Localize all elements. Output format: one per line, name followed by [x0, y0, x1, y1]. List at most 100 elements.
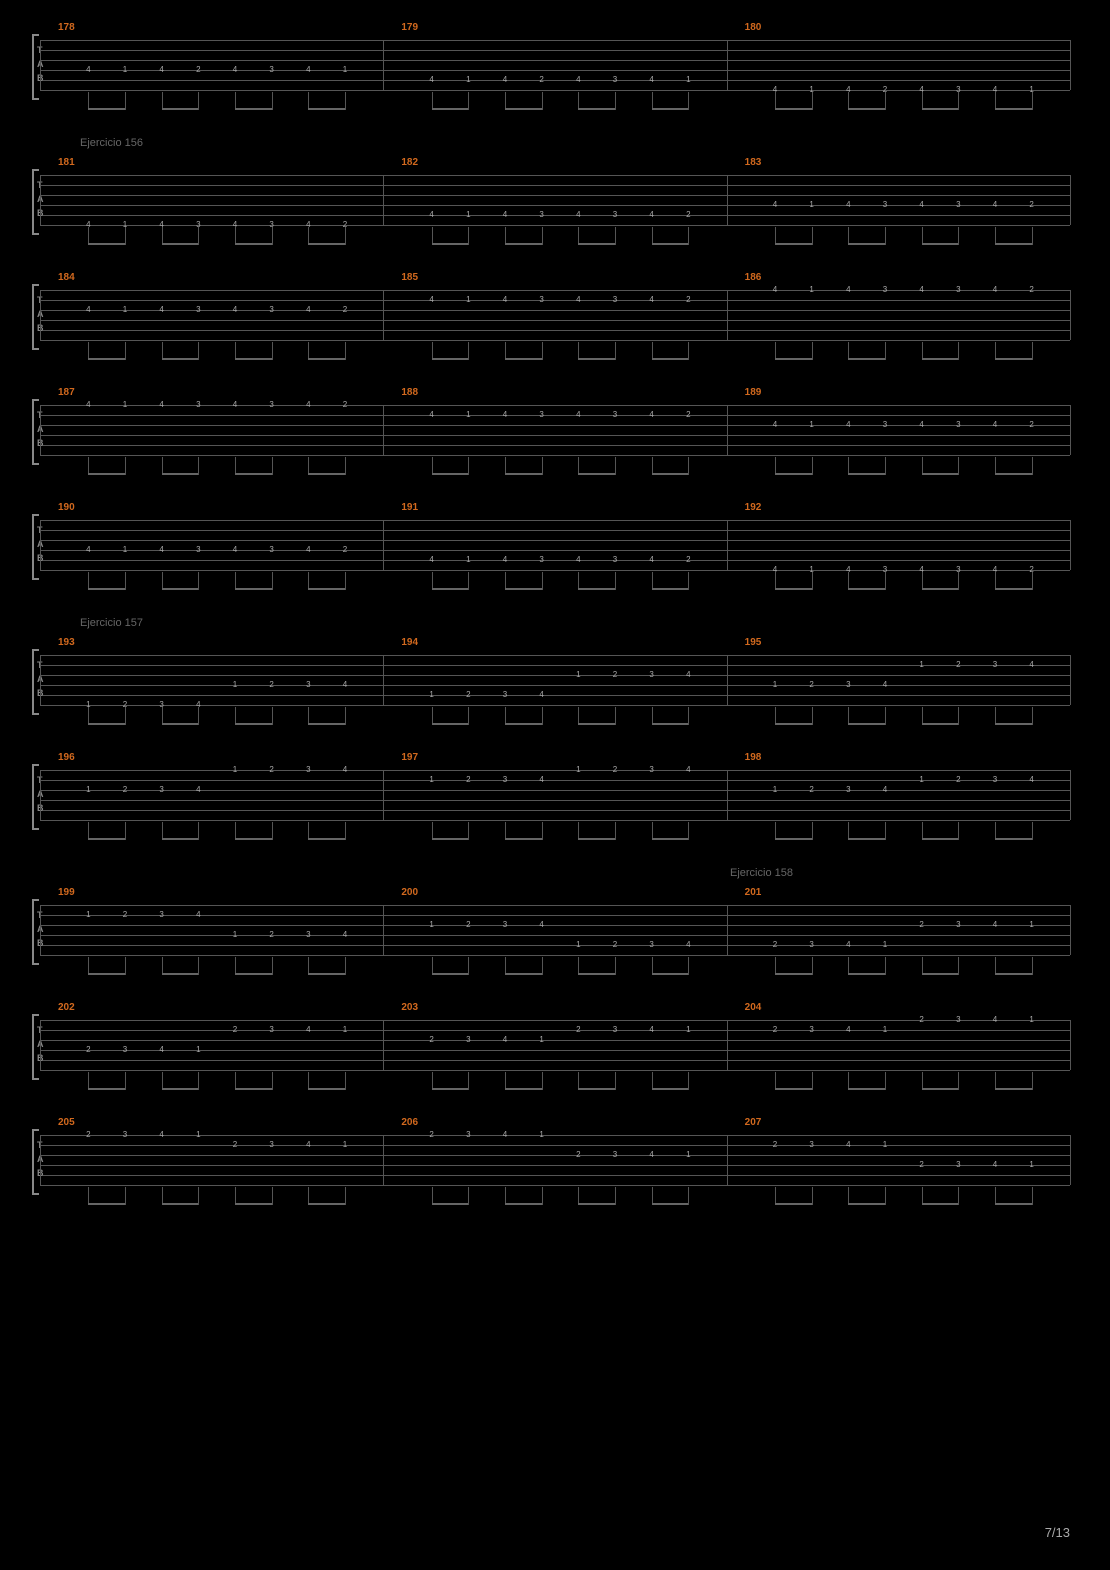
staff-line: [40, 665, 1070, 666]
staff-line: [40, 935, 1070, 936]
note-beam: [162, 1203, 199, 1205]
staff-line: [40, 800, 1070, 801]
measure-number: 183: [745, 157, 762, 168]
fret-number: 1: [196, 1045, 200, 1054]
fret-number: 3: [613, 555, 617, 564]
note-beam: [235, 243, 272, 245]
measure-number: 179: [401, 22, 418, 33]
note-stem: [272, 457, 273, 475]
fret-number: 1: [123, 545, 127, 554]
measure-number: 198: [745, 752, 762, 763]
fret-number: 4: [429, 555, 433, 564]
note-stem: [345, 457, 346, 475]
note-stem: [125, 1072, 126, 1090]
note-beam: [775, 108, 812, 110]
fret-number: 2: [269, 680, 273, 689]
fret-number: 4: [576, 210, 580, 219]
note-stem: [125, 707, 126, 725]
fret-number: 2: [123, 785, 127, 794]
note-stem: [885, 1187, 886, 1205]
note-stem: [958, 92, 959, 110]
note-beam: [505, 108, 542, 110]
note-stem: [345, 92, 346, 110]
fret-number: 3: [956, 420, 960, 429]
fret-number: 3: [196, 305, 200, 314]
fret-number: 1: [539, 1035, 543, 1044]
note-beam: [652, 838, 689, 840]
note-stem: [345, 1072, 346, 1090]
note-beam: [88, 723, 125, 725]
note-stem: [615, 342, 616, 360]
measure-number: 193: [58, 637, 75, 648]
tab-page: TAB178414243411794142434118041424341TABE…: [0, 0, 1110, 1570]
fret-number: 1: [809, 420, 813, 429]
fret-number: 4: [429, 210, 433, 219]
note-beam: [432, 723, 469, 725]
note-beam: [922, 838, 959, 840]
barline: [40, 1135, 41, 1185]
note-beam: [922, 723, 959, 725]
barline: [40, 1020, 41, 1070]
note-stem: [958, 1072, 959, 1090]
barline: [727, 290, 728, 340]
fret-number: 4: [993, 420, 997, 429]
note-stem: [272, 957, 273, 975]
fret-number: 3: [269, 400, 273, 409]
fret-number: 4: [539, 920, 543, 929]
note-beam: [652, 243, 689, 245]
note-beam: [578, 973, 615, 975]
barline: [40, 405, 41, 455]
staff-line: [40, 705, 1070, 706]
fret-number: 1: [1029, 1160, 1033, 1169]
fret-number: 4: [306, 400, 310, 409]
fret-number: 2: [429, 1035, 433, 1044]
note-stem: [885, 1072, 886, 1090]
note-stem: [272, 342, 273, 360]
barline: [40, 905, 41, 955]
note-stem: [885, 822, 886, 840]
barline: [40, 520, 41, 570]
staff-line: [40, 685, 1070, 686]
staff-line: [40, 955, 1070, 956]
barline: [383, 655, 384, 705]
note-beam: [88, 588, 125, 590]
fret-number: 4: [233, 400, 237, 409]
note-beam: [88, 473, 125, 475]
measure-number: 200: [401, 887, 418, 898]
note-stem: [812, 1187, 813, 1205]
note-beam: [995, 723, 1032, 725]
note-beam: [652, 723, 689, 725]
note-stem: [198, 822, 199, 840]
fret-number: 1: [576, 940, 580, 949]
note-beam: [235, 358, 272, 360]
note-stem: [615, 957, 616, 975]
staff-line: [40, 945, 1070, 946]
note-stem: [1032, 572, 1033, 590]
fret-number: 3: [956, 285, 960, 294]
fret-number: 4: [576, 295, 580, 304]
note-stem: [1032, 957, 1033, 975]
barline: [727, 520, 728, 570]
note-beam: [432, 358, 469, 360]
fret-number: 3: [306, 765, 310, 774]
note-stem: [345, 227, 346, 245]
staff-line: [40, 570, 1070, 571]
note-beam: [162, 723, 199, 725]
note-beam: [505, 473, 542, 475]
fret-number: 3: [649, 940, 653, 949]
staff-line: [40, 1155, 1070, 1156]
note-beam: [235, 588, 272, 590]
note-beam: [995, 108, 1032, 110]
fret-number: 3: [539, 295, 543, 304]
fret-number: 1: [466, 295, 470, 304]
staff-line: [40, 415, 1070, 416]
note-beam: [235, 723, 272, 725]
note-stem: [615, 92, 616, 110]
note-stem: [812, 227, 813, 245]
note-beam: [775, 1088, 812, 1090]
staff-line: [40, 560, 1070, 561]
note-beam: [308, 838, 345, 840]
note-stem: [1032, 707, 1033, 725]
note-beam: [922, 1203, 959, 1205]
measure-number: 190: [58, 502, 75, 513]
